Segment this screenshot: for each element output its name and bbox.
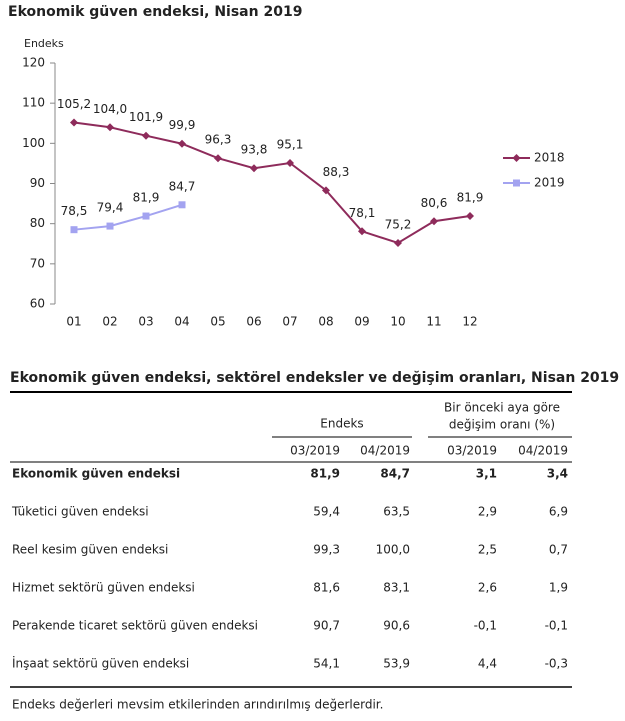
marker xyxy=(106,123,114,132)
y-tick-label: 90 xyxy=(30,176,45,190)
row-label: Hizmet sektörü güven endeksi xyxy=(12,581,195,595)
x-tick-label: 06 xyxy=(246,315,261,329)
cell: 4,4 xyxy=(478,657,497,671)
data-label: 81,9 xyxy=(133,191,160,205)
cell: 2,5 xyxy=(478,543,497,557)
row-label: Tüketici güven endeksi xyxy=(11,505,149,519)
data-label: 99,9 xyxy=(169,118,196,132)
cell: -0,1 xyxy=(545,619,568,633)
marker xyxy=(70,118,78,127)
column-header: 04/2019 xyxy=(518,444,568,458)
data-label: 88,3 xyxy=(323,165,350,179)
cell: 81,9 xyxy=(310,467,340,481)
data-label: 84,7 xyxy=(169,179,196,193)
cell: 81,6 xyxy=(313,581,340,595)
marker xyxy=(142,131,150,140)
data-label: 79,4 xyxy=(97,201,124,215)
x-tick-label: 04 xyxy=(174,315,189,329)
marker xyxy=(286,159,294,168)
marker xyxy=(250,164,258,173)
row-label: Reel kesim güven endeksi xyxy=(12,543,168,557)
row-label: İnşaat sektörü güven endeksi xyxy=(12,656,189,671)
x-tick-label: 07 xyxy=(282,315,297,329)
legend-label: 2018 xyxy=(534,151,565,165)
table-title: Ekonomik güven endeksi, sektörel endeksl… xyxy=(10,370,619,386)
data-label: 80,6 xyxy=(421,196,448,210)
marker xyxy=(358,227,366,236)
data-label: 101,9 xyxy=(129,110,163,124)
marker xyxy=(512,154,521,162)
data-label: 75,2 xyxy=(385,217,412,231)
group-header: değişim oranı (%) xyxy=(449,418,555,432)
table-note: Endeks değerleri mevsim etkilerinden arı… xyxy=(12,698,383,712)
cell: -0,1 xyxy=(474,619,497,633)
x-tick-label: 02 xyxy=(102,315,117,329)
cell: 59,4 xyxy=(313,505,340,519)
marker xyxy=(70,226,78,234)
x-tick-label: 12 xyxy=(462,315,477,329)
cell: 2,9 xyxy=(478,505,497,519)
row-label: Ekonomik güven endeksi xyxy=(12,467,180,481)
group-header: Bir önceki aya göre xyxy=(444,401,560,415)
data-label: 104,0 xyxy=(93,102,127,116)
x-tick-label: 08 xyxy=(318,315,333,329)
cell: 84,7 xyxy=(380,467,410,481)
x-tick-label: 01 xyxy=(66,315,81,329)
marker xyxy=(178,139,186,148)
cell: -0,3 xyxy=(545,657,568,671)
cell: 1,9 xyxy=(549,581,568,595)
row-label: Perakende ticaret sektörü güven endeksi xyxy=(12,619,258,633)
marker xyxy=(394,238,402,247)
y-tick-label: 110 xyxy=(22,96,45,110)
x-tick-label: 05 xyxy=(210,315,225,329)
data-label: 78,5 xyxy=(61,204,88,218)
marker xyxy=(430,217,438,226)
cell: 100,0 xyxy=(376,543,410,557)
cell: 6,9 xyxy=(549,505,568,519)
cell: 54,1 xyxy=(313,657,340,671)
column-header: 04/2019 xyxy=(360,444,410,458)
y-axis-label: Endeks xyxy=(24,37,64,50)
y-tick-label: 80 xyxy=(30,216,45,230)
cell: 99,3 xyxy=(313,543,340,557)
data-label: 105,2 xyxy=(57,97,91,111)
cell: 3,4 xyxy=(547,467,568,481)
data-label: 96,3 xyxy=(205,133,232,147)
series-line xyxy=(73,121,471,245)
marker xyxy=(322,186,330,195)
cell: 90,7 xyxy=(313,619,340,633)
cell: 90,6 xyxy=(383,619,410,633)
cell: 53,9 xyxy=(383,657,410,671)
cell: 3,1 xyxy=(476,467,497,481)
marker xyxy=(513,179,520,187)
column-header: 03/2019 xyxy=(447,444,497,458)
chart-title: Ekonomik güven endeksi, Nisan 2019 xyxy=(8,4,302,20)
cell: 0,7 xyxy=(549,543,568,557)
column-header: 03/2019 xyxy=(290,444,340,458)
marker xyxy=(106,222,114,230)
data-label: 95,1 xyxy=(277,138,304,152)
marker xyxy=(142,212,150,220)
series-line xyxy=(73,203,183,231)
y-tick-label: 120 xyxy=(22,56,45,70)
data-label: 93,8 xyxy=(241,143,268,157)
x-tick-label: 11 xyxy=(426,315,441,329)
y-tick-label: 60 xyxy=(30,297,45,311)
marker xyxy=(214,154,222,163)
cell: 2,6 xyxy=(478,581,497,595)
y-tick-label: 100 xyxy=(22,136,45,150)
cell: 63,5 xyxy=(383,505,410,519)
data-label: 78,1 xyxy=(349,206,376,220)
data-label: 81,9 xyxy=(457,191,484,205)
marker xyxy=(466,212,474,221)
group-header: Endeks xyxy=(320,417,363,431)
y-tick-label: 70 xyxy=(30,256,45,270)
x-tick-label: 09 xyxy=(354,315,369,329)
x-tick-label: 10 xyxy=(390,315,405,329)
cell: 83,1 xyxy=(383,581,410,595)
marker xyxy=(178,201,186,209)
x-tick-label: 03 xyxy=(138,315,153,329)
legend-label: 2019 xyxy=(534,176,565,190)
